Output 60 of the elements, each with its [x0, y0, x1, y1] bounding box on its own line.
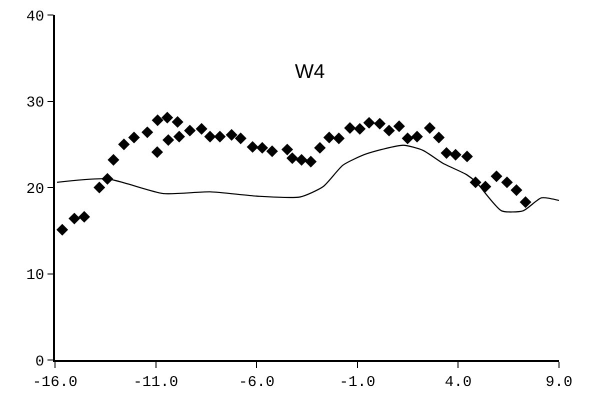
- point: [480, 180, 492, 192]
- point: [162, 134, 174, 146]
- x-tick-label: -6.0: [238, 374, 275, 391]
- point: [118, 138, 130, 150]
- point: [68, 212, 80, 224]
- point: [184, 124, 196, 136]
- point: [450, 148, 462, 161]
- point: [172, 116, 184, 128]
- text: W4: [294, 60, 325, 83]
- point: [383, 124, 395, 136]
- point: [393, 120, 405, 132]
- point: [296, 154, 308, 166]
- point: [246, 141, 258, 153]
- point: [333, 132, 345, 144]
- y-tick-label: 40: [26, 8, 44, 26]
- point: [108, 154, 120, 166]
- point: [510, 184, 522, 196]
- x-tick-label: -1.0: [339, 374, 376, 391]
- point: [196, 123, 208, 135]
- point: [354, 123, 366, 135]
- point: [78, 210, 90, 223]
- point: [344, 122, 356, 134]
- point: [433, 132, 445, 144]
- point: [214, 130, 226, 142]
- point: [424, 122, 436, 134]
- y-tick-label: 10: [26, 267, 44, 284]
- point: [256, 142, 268, 154]
- point: [374, 118, 386, 130]
- point: [281, 144, 294, 156]
- point: [173, 130, 186, 142]
- point: [490, 170, 502, 182]
- y-tick-label: 20: [26, 180, 44, 198]
- point: [128, 132, 140, 144]
- x-tick-label: 4.0: [444, 374, 472, 391]
- x-tick-label: -16.0: [32, 374, 78, 391]
- point: [94, 182, 106, 194]
- point: [323, 132, 336, 144]
- point: [56, 224, 68, 236]
- point: [501, 176, 513, 188]
- point: [141, 126, 154, 138]
- point: [234, 132, 247, 144]
- x-tick-label: -11.0: [133, 374, 178, 391]
- point: [314, 142, 326, 154]
- point: [226, 129, 238, 141]
- point: [304, 156, 317, 168]
- point: [151, 146, 164, 158]
- point: [440, 147, 452, 159]
- point: [411, 130, 423, 142]
- point: [461, 150, 473, 162]
- point: [363, 116, 375, 129]
- point: [286, 152, 298, 164]
- y-tick-label: 30: [26, 94, 44, 112]
- point: [204, 130, 216, 142]
- point: [402, 132, 414, 144]
- x-tick-label: 9.0: [545, 374, 573, 391]
- point: [152, 114, 164, 126]
- y-tick-label: 0: [35, 353, 44, 370]
- point: [266, 145, 278, 158]
- point: [161, 112, 174, 124]
- point: [520, 196, 532, 208]
